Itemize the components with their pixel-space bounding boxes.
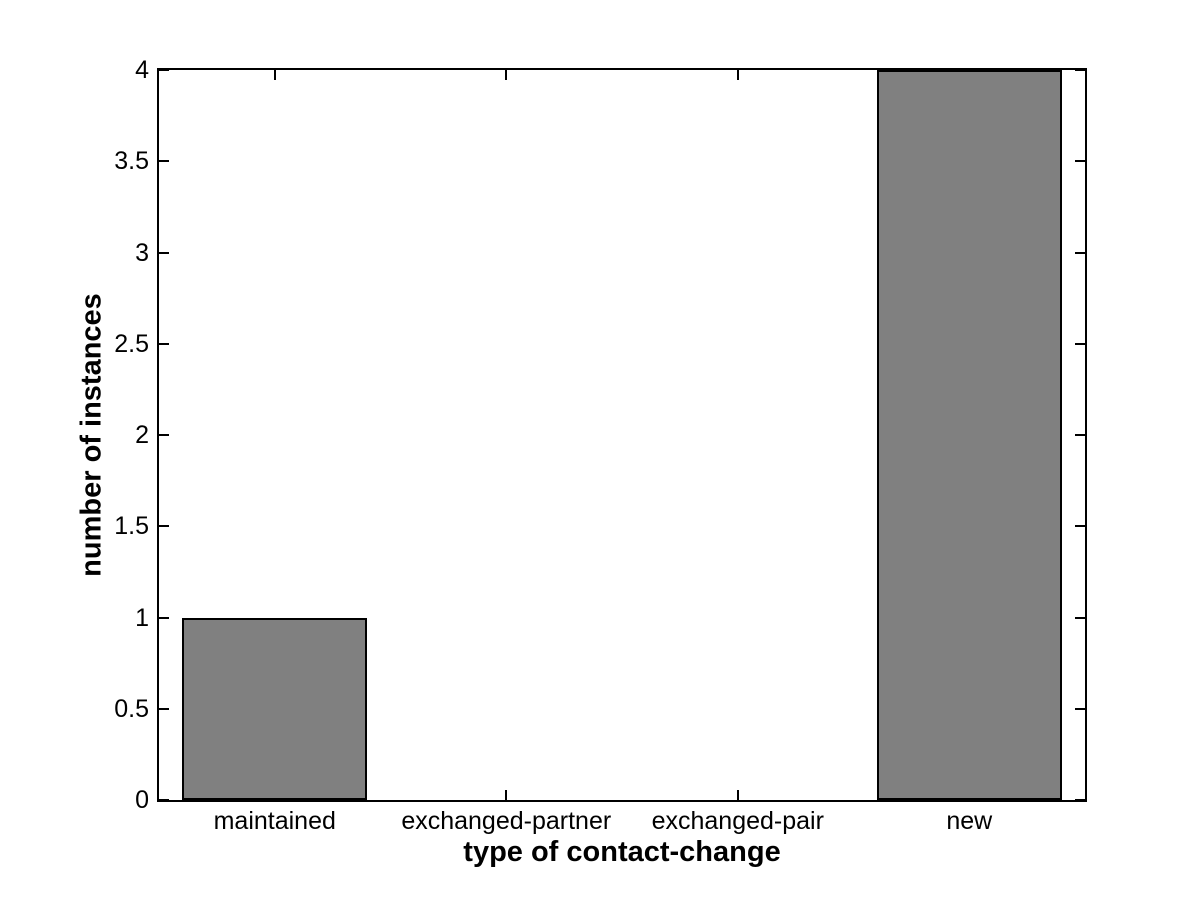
y-tick-mark-left [159,616,169,619]
y-tick-mark-right [1075,434,1085,436]
y-tick-mark-left [159,160,169,163]
y-tick-label: 0 [135,786,149,814]
y-tick-mark-left [159,525,169,528]
y-tick-mark-left [159,434,169,436]
x-tick-mark-top [736,70,739,80]
y-tick-mark-right [1075,251,1085,254]
x-tick-mark-bottom [736,790,739,800]
x-axis-label: type of contact-change [463,836,781,868]
x-tick-mark-bottom [505,790,508,800]
x-tick-label: exchanged-partner [401,807,612,835]
y-tick-mark-right [1075,69,1085,71]
y-tick-label: 2.5 [114,329,149,358]
y-tick-label: 0.5 [114,694,149,723]
y-tick-mark-right [1075,707,1085,710]
y-tick-mark-right [1075,616,1085,619]
y-tick-mark-right [1075,799,1085,801]
plot-inner-region [159,69,1085,801]
y-tick-mark-left [159,342,169,345]
x-tick-label: exchanged-pair [651,807,824,835]
x-tick-label: maintained [213,807,336,835]
y-tick-mark-right [1075,342,1085,345]
y-tick-mark-left [159,799,169,801]
x-tick-mark-top [505,70,508,80]
bar-maintained [182,617,368,800]
x-tick-label: new [946,807,993,835]
x-tick-mark-top [273,70,276,80]
y-tick-label: 2 [135,421,149,449]
y-tick-label: 4 [135,56,149,84]
y-tick-label: 3 [135,238,149,267]
y-tick-mark-right [1075,160,1085,163]
y-tick-mark-left [159,251,169,254]
y-tick-mark-left [159,69,169,71]
bar-new [876,70,1062,800]
y-tick-mark-right [1075,525,1085,528]
plot-area [157,68,1087,802]
y-tick-label: 3.5 [114,147,149,176]
y-tick-mark-left [159,707,169,710]
y-tick-label: 1 [135,603,149,632]
y-tick-label: 1.5 [114,512,149,541]
